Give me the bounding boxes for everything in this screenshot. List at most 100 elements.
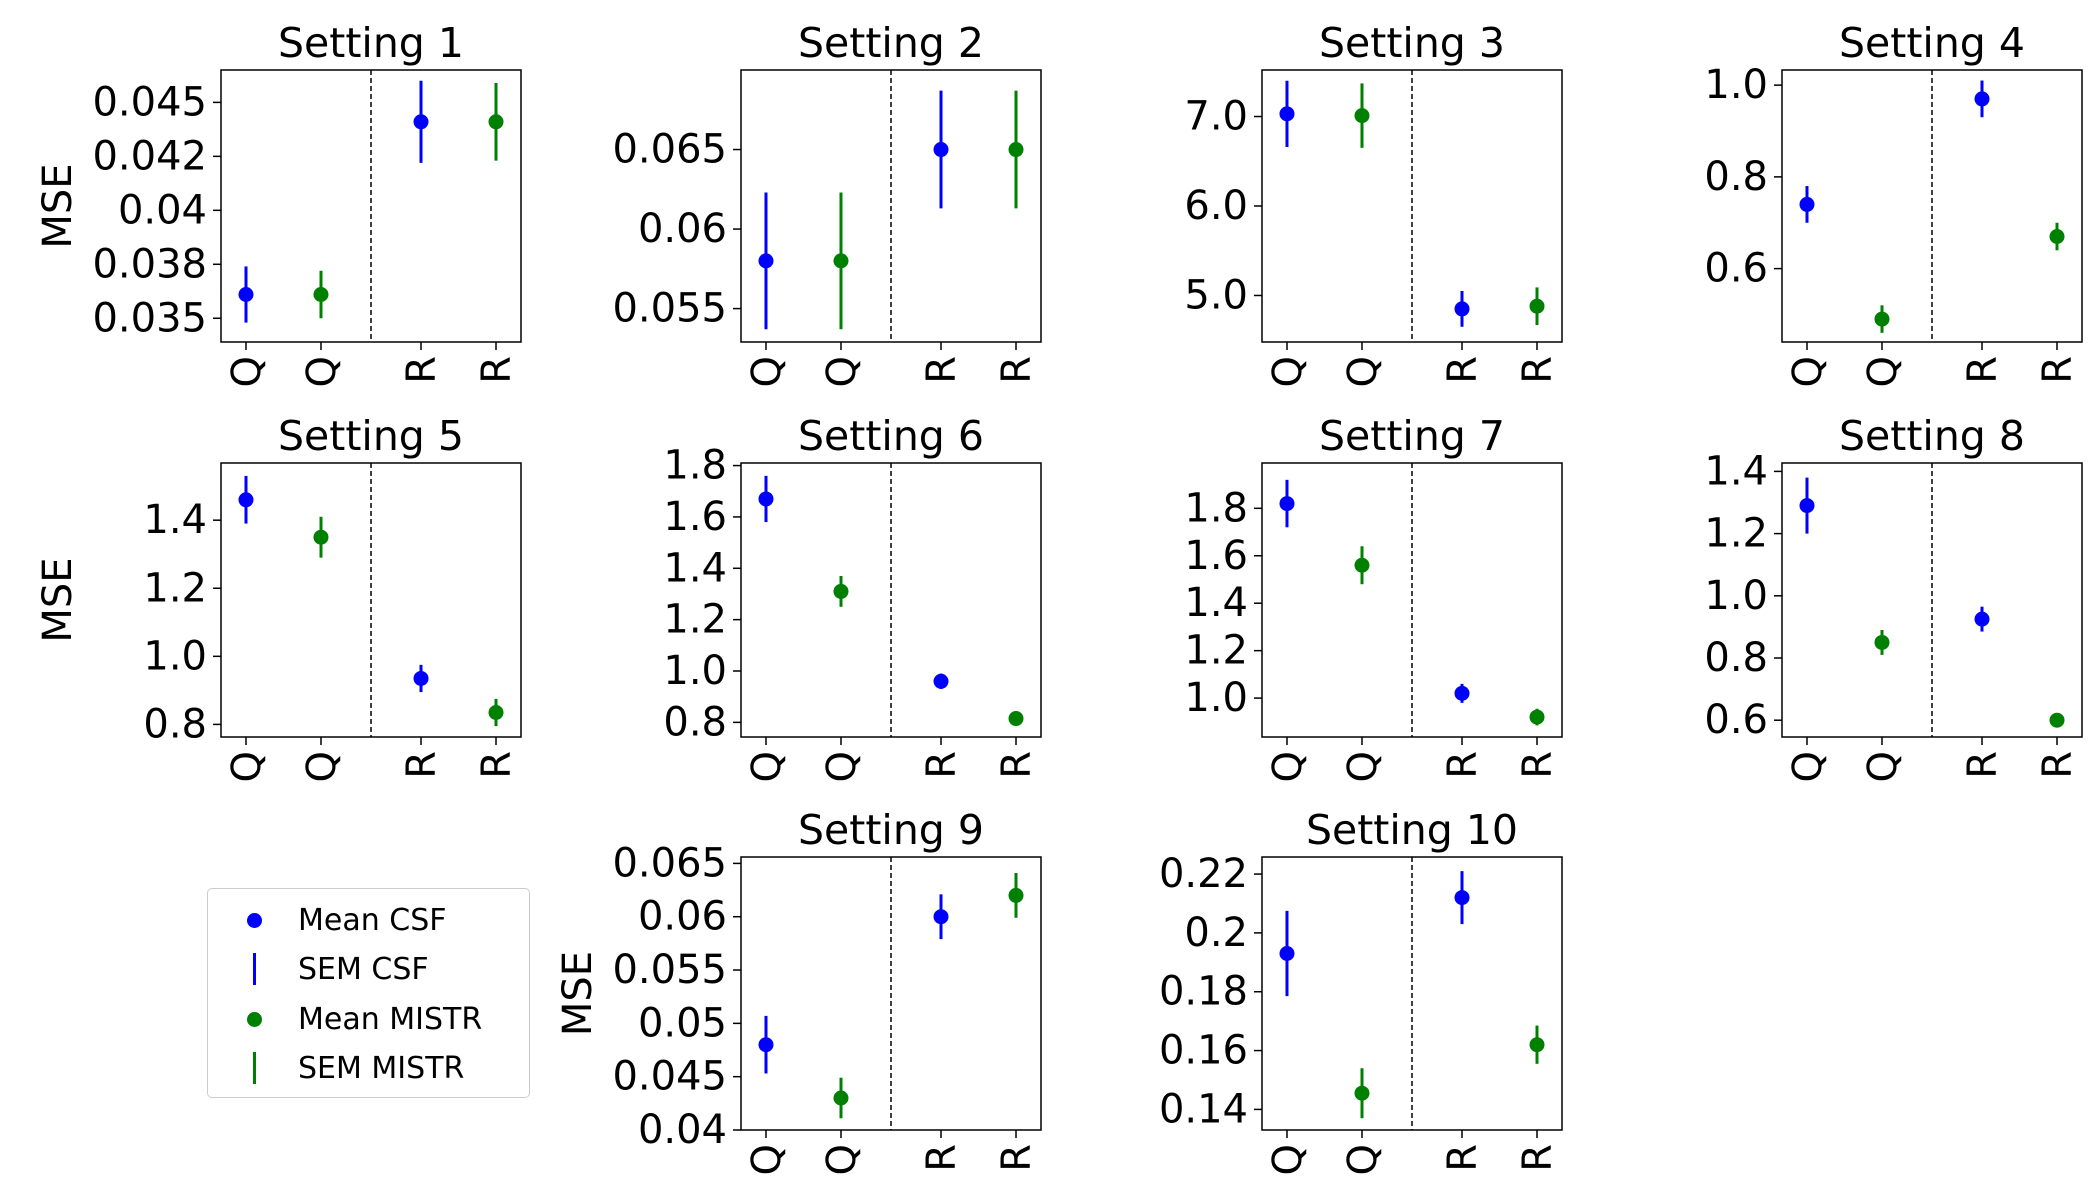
y-tick-label: 5.0 xyxy=(1184,272,1248,318)
y-tick-label: 1.2 xyxy=(1704,511,1768,557)
x-tick-label: R xyxy=(919,1144,965,1172)
x-tick-label: R xyxy=(1515,356,1561,384)
y-tick-label: 1.4 xyxy=(663,545,727,591)
chart-panel-6: Setting 6 0.8 1.0 1.2 1.4 1.6 1.8 Q Q R R xyxy=(663,412,1042,782)
plot-frame xyxy=(1261,856,1563,1131)
y-tick-label: 0.042 xyxy=(92,133,207,179)
y-tick-label: 0.14 xyxy=(1159,1086,1248,1132)
mean-point-csf xyxy=(933,673,949,689)
legend-label-sem-csf: SEM CSF xyxy=(298,951,429,987)
legend-label-sem-mistr: SEM MISTR xyxy=(298,1050,465,1086)
mean-point-mistr xyxy=(1354,1085,1370,1101)
y-tick-label: 0.6 xyxy=(1704,697,1768,743)
y-tick-label: 0.18 xyxy=(1159,969,1248,1015)
plot-frame xyxy=(1781,69,2083,343)
mean-point-csf xyxy=(758,253,774,269)
chart-title: Setting 2 xyxy=(798,19,984,67)
mean-point-csf xyxy=(1974,91,1990,107)
x-tick-label: Q xyxy=(1340,356,1386,387)
mean-point-mistr xyxy=(313,287,329,303)
x-tick-label: R xyxy=(2035,356,2081,384)
y-tick-label: 7.0 xyxy=(1184,94,1248,140)
y-tick-label: 0.065 xyxy=(612,127,727,173)
mean-point-csf xyxy=(1454,890,1470,906)
y-tick-label: 1.4 xyxy=(143,497,207,543)
plot-frame xyxy=(1781,462,2083,738)
x-tick-label: Q xyxy=(224,356,270,387)
x-tick-label: R xyxy=(399,751,445,779)
y-tick-label: 0.04 xyxy=(118,187,207,233)
mean-point-csf xyxy=(758,491,774,507)
y-tick-label: 0.2 xyxy=(1184,910,1248,956)
mean-point-csf xyxy=(1454,301,1470,317)
chart-panel-7: Setting 7 1.01.21.41.61.8 Q Q R R xyxy=(1184,412,1563,782)
mean-point-mistr xyxy=(1008,887,1024,903)
x-tick-label: R xyxy=(1440,1144,1486,1172)
x-tick-label: Q xyxy=(1860,751,1906,782)
x-tick-label: R xyxy=(1440,751,1486,779)
chart-panel-3: Setting 3 5.0 6.0 7.0 Q Q R R xyxy=(1184,19,1563,387)
y-tick-label: 0.6 xyxy=(1704,246,1768,292)
mean-point-csf xyxy=(1799,498,1815,514)
legend-label-mean-mistr: Mean MISTR xyxy=(298,1001,483,1037)
legend-marker-sem-mistr xyxy=(253,1052,256,1084)
x-tick-label: R xyxy=(2035,751,2081,779)
y-tick-label: 0.065 xyxy=(612,840,727,886)
mean-point-mistr xyxy=(833,253,849,269)
mean-point-csf xyxy=(933,909,949,925)
mean-point-csf xyxy=(413,670,429,686)
y-tick-label: 1.0 xyxy=(1184,675,1248,721)
x-tick-label: R xyxy=(919,751,965,779)
x-tick-label: Q xyxy=(819,1144,865,1175)
chart-title: Setting 5 xyxy=(278,412,464,460)
y-tick-label: 0.05 xyxy=(638,1000,727,1046)
legend: Mean CSF SEM CSF Mean MISTR SEM MISTR xyxy=(207,888,530,1098)
plot-frame xyxy=(220,462,522,738)
y-tick-label: 1.0 xyxy=(1704,62,1768,108)
x-tick-label: R xyxy=(994,356,1040,384)
y-axis-label: MSE xyxy=(555,951,601,1036)
mean-point-mistr xyxy=(2049,229,2065,245)
y-tick-label: 0.06 xyxy=(638,894,727,940)
chart-panel-8: Setting 8 0.6 0.8 1.0 1.2 1.4 Q Q R R xyxy=(1704,412,2083,782)
y-tick-label: 0.06 xyxy=(638,206,727,252)
y-tick-label: 1.0 xyxy=(663,648,727,694)
plot-frame xyxy=(740,856,1042,1131)
mean-point-csf xyxy=(1974,611,1990,627)
chart-panel-5: Setting 5 0.8 1.0 1.2 1.4 Q Q R R MSE xyxy=(35,412,522,782)
x-tick-label: R xyxy=(1440,356,1486,384)
x-tick-label: Q xyxy=(224,751,270,782)
x-tick-label: Q xyxy=(744,1144,790,1175)
plot-frame xyxy=(220,69,522,343)
mean-point-csf xyxy=(1279,106,1295,122)
y-tick-label: 1.2 xyxy=(1184,628,1248,674)
x-tick-label: R xyxy=(474,356,520,384)
chart-panel-4: Setting 4 0.6 0.8 1.0 Q Q R R xyxy=(1704,19,2083,387)
y-tick-label: 1.6 xyxy=(1184,533,1248,579)
x-tick-label: Q xyxy=(299,356,345,387)
legend-item-sem-csf: SEM CSF xyxy=(208,949,429,989)
y-tick-label: 0.8 xyxy=(143,701,207,747)
y-tick-label: 0.045 xyxy=(612,1054,727,1100)
x-tick-label: Q xyxy=(819,356,865,387)
mean-point-mistr xyxy=(1874,311,1890,327)
y-tick-label: 0.035 xyxy=(92,295,207,341)
y-tick-label: 0.038 xyxy=(92,241,207,287)
mean-point-mistr xyxy=(1354,557,1370,573)
x-tick-label: Q xyxy=(1265,356,1311,387)
x-tick-label: R xyxy=(1960,356,2006,384)
plot-frame xyxy=(1261,462,1563,738)
y-axis-label: MSE xyxy=(35,163,81,248)
y-tick-label: 1.6 xyxy=(663,494,727,540)
y-tick-label: 1.8 xyxy=(663,443,727,489)
x-tick-label: Q xyxy=(819,751,865,782)
mean-point-mistr xyxy=(1874,634,1890,650)
x-tick-label: R xyxy=(1515,1144,1561,1172)
mean-point-mistr xyxy=(833,583,849,599)
y-tick-label: 1.0 xyxy=(143,633,207,679)
y-tick-label: 1.8 xyxy=(1184,485,1248,531)
x-tick-label: R xyxy=(994,1144,1040,1172)
x-tick-label: R xyxy=(994,751,1040,779)
mean-point-csf xyxy=(1799,196,1815,212)
